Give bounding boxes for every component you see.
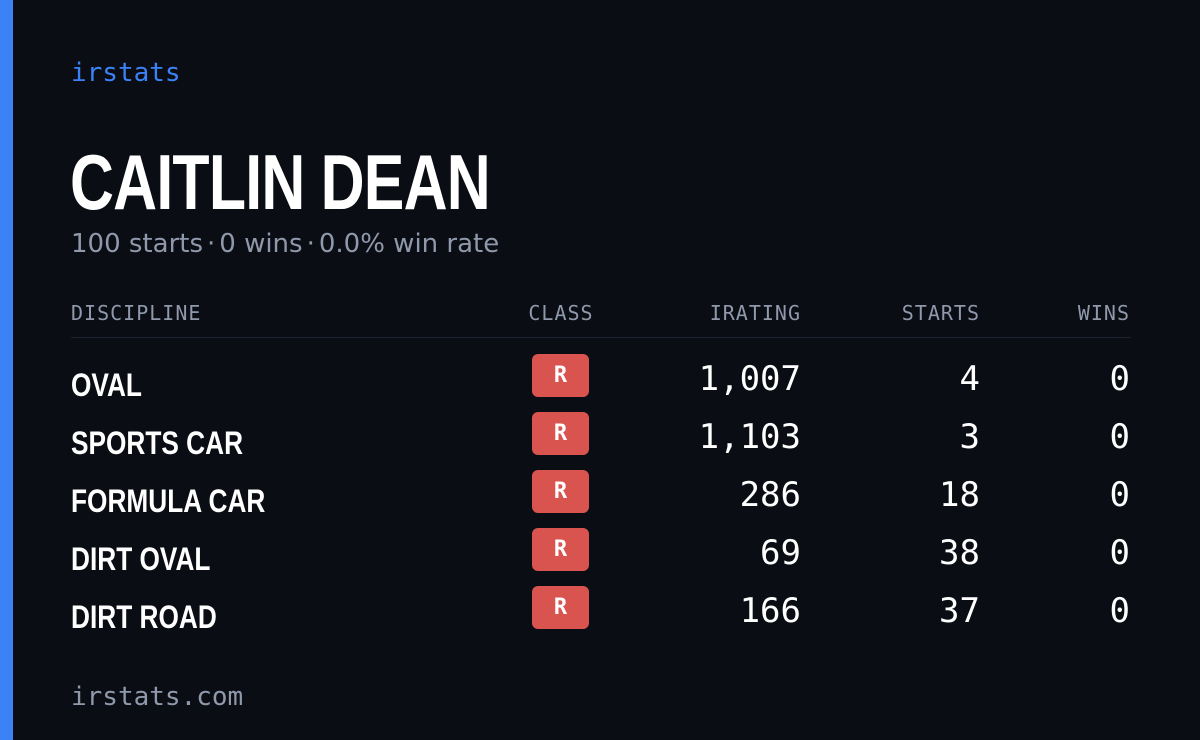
summary-separator: ·: [306, 229, 315, 259]
table-header: DISCIPLINE CLASS IRATING STARTS WINS: [71, 298, 1131, 328]
header-discipline: DISCIPLINE: [71, 301, 202, 325]
row-wins: 0: [1109, 417, 1130, 457]
row-irating: 1,007: [698, 359, 801, 399]
header-irating: IRATING: [709, 301, 801, 325]
row-wins: 0: [1109, 475, 1130, 515]
player-name: CAITLIN DEAN: [70, 138, 491, 226]
player-summary: 100 starts · 0 wins · 0.0% win rate: [71, 226, 499, 262]
summary-starts: 100 starts: [71, 229, 203, 259]
table-row: FORMULA CAR R 286 18 0: [71, 466, 1131, 524]
row-irating: 286: [739, 475, 801, 515]
row-starts: 18: [939, 475, 980, 515]
license-class-badge: R: [532, 354, 589, 397]
row-starts: 3: [959, 417, 980, 457]
row-discipline: OVAL: [71, 367, 142, 403]
row-wins: 0: [1109, 359, 1130, 399]
row-irating: 166: [739, 591, 801, 631]
license-class-badge: R: [532, 528, 589, 571]
row-discipline: SPORTS CAR: [71, 425, 244, 461]
discipline-table: OVAL R 1,007 4 0 SPORTS CAR R 1,103 3 0 …: [71, 350, 1131, 640]
header-wins: WINS: [1077, 301, 1130, 325]
row-starts: 38: [939, 533, 980, 573]
header-starts: STARTS: [901, 301, 980, 325]
row-discipline: DIRT ROAD: [71, 599, 217, 635]
row-starts: 37: [939, 591, 980, 631]
table-row: DIRT ROAD R 166 37 0: [71, 582, 1131, 640]
license-class-badge: R: [532, 586, 589, 629]
brand-logo-text: irstats: [71, 58, 181, 88]
summary-wins: 0 wins: [219, 229, 303, 259]
row-irating: 1,103: [698, 417, 801, 457]
footer-url: irstats.com: [71, 682, 244, 712]
table-row: DIRT OVAL R 69 38 0: [71, 524, 1131, 582]
table-row: OVAL R 1,007 4 0: [71, 350, 1131, 408]
table-row: SPORTS CAR R 1,103 3 0: [71, 408, 1131, 466]
summary-win-rate: 0.0% win rate: [318, 229, 500, 259]
row-discipline: DIRT OVAL: [71, 541, 211, 577]
row-wins: 0: [1109, 591, 1130, 631]
license-class-badge: R: [532, 412, 589, 455]
row-discipline: FORMULA CAR: [71, 483, 266, 519]
license-class-badge: R: [532, 470, 589, 513]
row-wins: 0: [1109, 533, 1130, 573]
header-class: CLASS: [528, 301, 594, 325]
summary-separator: ·: [207, 229, 216, 259]
row-starts: 4: [959, 359, 980, 399]
accent-bar: [0, 0, 13, 740]
header-divider: [71, 337, 1131, 338]
row-irating: 69: [760, 533, 801, 573]
